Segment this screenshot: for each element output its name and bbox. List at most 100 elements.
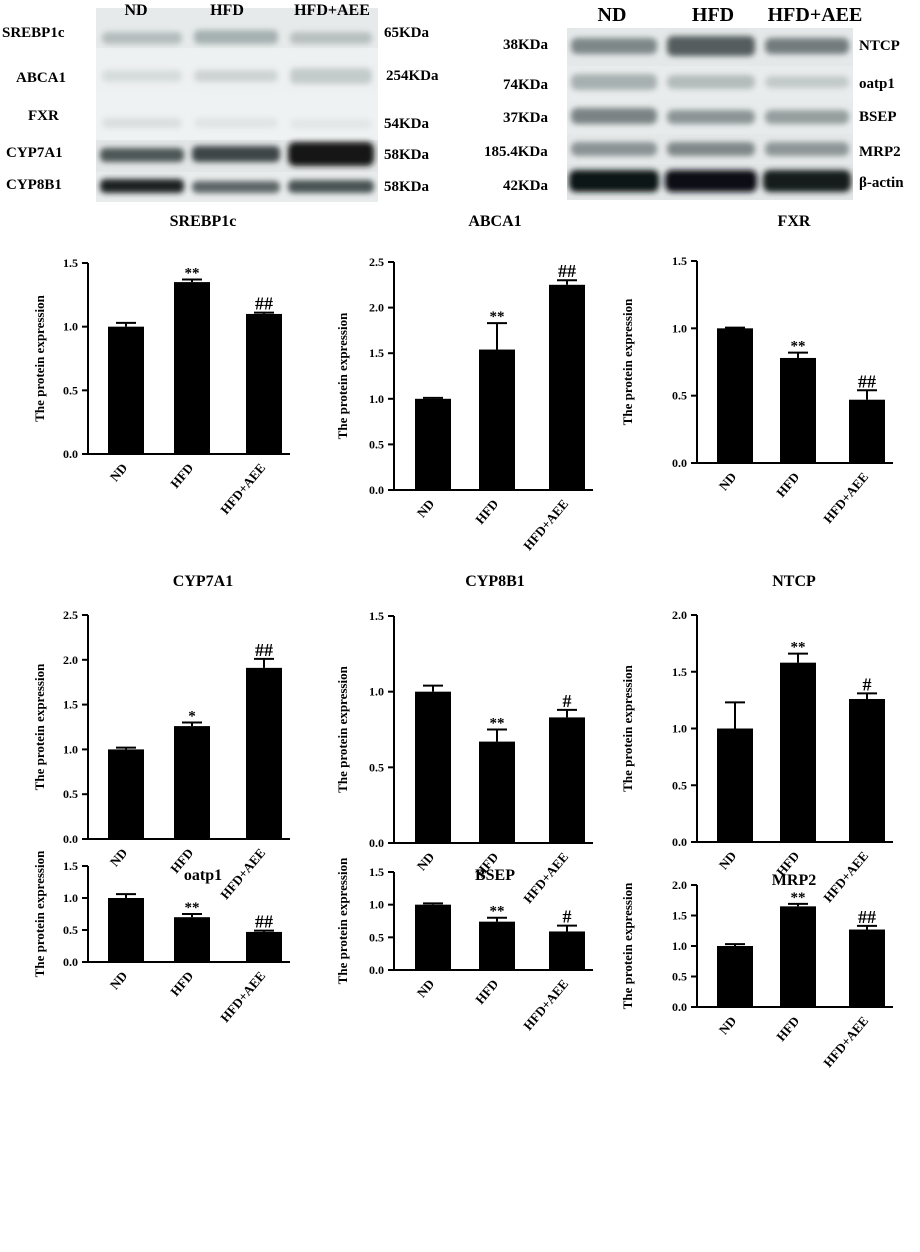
y-tick-label: 0.0 — [369, 963, 384, 977]
band — [102, 118, 182, 128]
blot-protein-label: oatp1 — [859, 76, 895, 92]
band — [667, 110, 755, 124]
chart-title: MRP2 — [772, 872, 816, 889]
blot-image-right — [567, 28, 853, 200]
bar — [246, 667, 282, 839]
blot-lane-header: HFD+AEE — [294, 2, 370, 19]
y-axis-label: The protein expression — [335, 312, 350, 439]
significance-label: ** — [490, 716, 505, 732]
y-axis-label: The protein expression — [32, 294, 47, 421]
band — [192, 181, 280, 193]
significance-label: ** — [185, 266, 200, 282]
chart-title: CYP8B1 — [465, 573, 525, 590]
blot-size-label: 185.4KDa — [484, 144, 548, 160]
significance-label: ** — [791, 640, 806, 656]
y-tick-label: 0.0 — [672, 456, 687, 470]
band — [765, 142, 849, 156]
band — [192, 146, 280, 162]
blot-size-label: 38KDa — [503, 37, 548, 53]
y-tick-label: 1.0 — [369, 898, 384, 912]
bar — [246, 313, 282, 454]
y-tick-label: 2.0 — [672, 878, 687, 892]
bar — [415, 904, 451, 970]
band — [765, 76, 849, 88]
bar — [717, 328, 753, 463]
band — [765, 38, 849, 54]
chart-title: BSEP — [475, 867, 515, 884]
bar — [415, 691, 451, 843]
blot-size-label: 65KDa — [384, 25, 429, 41]
y-tick-label: 1.5 — [63, 698, 78, 712]
bar — [849, 399, 885, 463]
y-tick-label: 1.5 — [63, 256, 78, 270]
x-tick-label: HFD — [773, 1013, 802, 1044]
chart-title: oatp1 — [184, 867, 222, 884]
band — [102, 32, 182, 44]
y-tick-label: 0.5 — [369, 930, 384, 944]
blot-lane-header: HFD — [210, 2, 244, 19]
blot-size-label: 254KDa — [386, 68, 439, 84]
band — [290, 68, 372, 84]
significance-label: * — [188, 709, 196, 725]
blot-size-label: 58KDa — [384, 179, 429, 195]
y-tick-label: 2.0 — [672, 608, 687, 622]
y-tick-label: 0.5 — [63, 383, 78, 397]
band — [667, 75, 755, 89]
bar — [174, 282, 210, 454]
bar — [108, 898, 144, 962]
y-tick-label: 1.0 — [369, 392, 384, 406]
blot-size-label: 54KDa — [384, 116, 429, 132]
blot-protein-label: CYP7A1 — [6, 145, 63, 161]
bar — [415, 398, 451, 490]
y-tick-label: 2.0 — [369, 301, 384, 315]
y-tick-label: 0.5 — [63, 787, 78, 801]
significance-label: # — [563, 691, 572, 711]
y-tick-label: 1.0 — [63, 320, 78, 334]
band — [290, 32, 372, 44]
band — [763, 170, 851, 192]
band — [288, 180, 374, 193]
y-tick-label: 2.0 — [63, 653, 78, 667]
blot-lane-header: ND — [597, 4, 627, 26]
bar — [479, 349, 515, 490]
y-axis-label: The protein expression — [620, 882, 635, 1009]
band — [571, 142, 657, 156]
blot-lane-header: ND — [124, 2, 148, 19]
blot-size-label: 58KDa — [384, 147, 429, 163]
significance-label: ## — [255, 640, 273, 660]
significance-label: ** — [791, 339, 806, 355]
y-tick-label: 1.0 — [63, 742, 78, 756]
blot-size-label: 37KDa — [503, 110, 548, 126]
bar — [174, 726, 210, 839]
bar — [849, 929, 885, 1007]
bar — [479, 741, 515, 843]
y-tick-label: 0.5 — [369, 760, 384, 774]
y-tick-label: 0.5 — [672, 970, 687, 984]
band — [194, 118, 278, 128]
band — [571, 38, 657, 54]
chart-title: ABCA1 — [468, 213, 521, 230]
y-axis-label: The protein expression — [32, 663, 47, 790]
y-tick-label: 0.0 — [63, 955, 78, 969]
bar — [479, 921, 515, 970]
band — [571, 108, 657, 124]
significance-label: # — [563, 907, 572, 927]
blot-size-label: 74KDa — [503, 77, 548, 93]
bar — [549, 717, 585, 843]
blot-protein-label: NTCP — [859, 38, 900, 54]
y-tick-label: 1.0 — [672, 321, 687, 335]
bar — [174, 917, 210, 962]
y-axis-label: The protein expression — [335, 857, 350, 984]
blot-protein-label: CYP8B1 — [6, 177, 62, 193]
y-tick-label: 1.0 — [63, 891, 78, 905]
significance-label: ** — [490, 309, 505, 325]
y-tick-label: 1.5 — [63, 859, 78, 873]
